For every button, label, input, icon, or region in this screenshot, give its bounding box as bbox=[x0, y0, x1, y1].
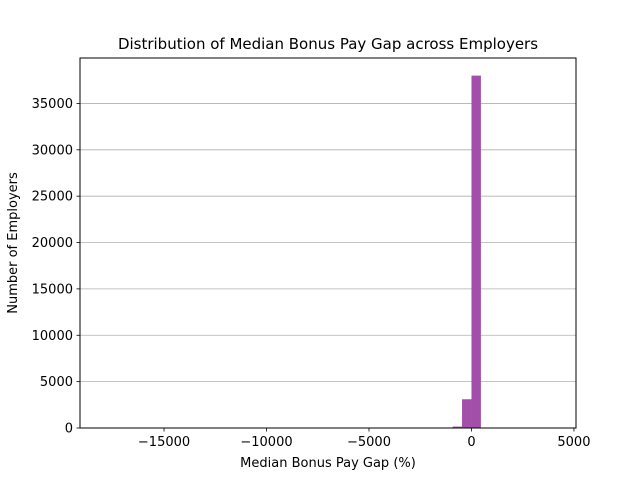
y-tick-label: 15000 bbox=[32, 282, 73, 297]
x-tick-label: −10000 bbox=[240, 435, 292, 450]
x-tick-label: −15000 bbox=[138, 435, 190, 450]
x-tick-label: 5000 bbox=[557, 435, 590, 450]
y-axis-label: Number of Employers bbox=[6, 172, 21, 314]
y-tick-label: 20000 bbox=[32, 236, 73, 251]
y-tick-label: 5000 bbox=[40, 375, 73, 390]
grid-lines bbox=[80, 103, 576, 383]
y-tick-label: 30000 bbox=[32, 143, 73, 158]
y-tick-label: 35000 bbox=[32, 97, 73, 112]
y-tick-label: 10000 bbox=[32, 329, 73, 344]
x-axis-label: Median Bonus Pay Gap (%) bbox=[240, 456, 416, 471]
y-tick-label: 25000 bbox=[32, 190, 73, 205]
x-tick-label: 0 bbox=[467, 435, 475, 450]
histogram-bar bbox=[452, 426, 463, 428]
chart-title: Distribution of Median Bonus Pay Gap acr… bbox=[118, 35, 538, 53]
y-tick-label: 0 bbox=[65, 422, 73, 437]
x-tick-label: −5000 bbox=[347, 435, 391, 450]
plot-frame bbox=[79, 57, 577, 429]
histogram-bar bbox=[462, 399, 472, 428]
x-axis-ticks: −15000 −10000 −5000 0 5000 bbox=[138, 428, 590, 450]
y-axis-ticks: 0 5000 10000 15000 20000 25000 30000 35000 bbox=[32, 97, 80, 437]
histogram-bar bbox=[471, 75, 481, 428]
